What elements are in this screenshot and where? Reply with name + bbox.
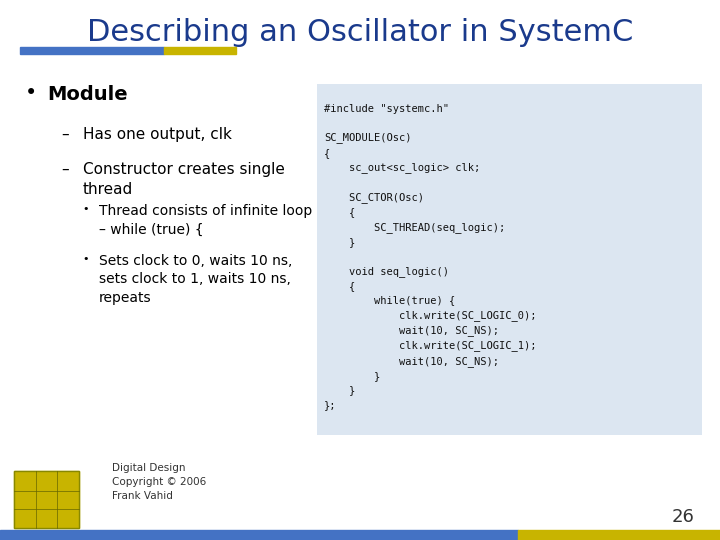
Bar — [164, 47, 236, 54]
Bar — [20, 47, 164, 54]
Text: Has one output, clk: Has one output, clk — [83, 127, 232, 142]
Text: Constructor creates single
thread: Constructor creates single thread — [83, 162, 284, 197]
Text: –: – — [61, 127, 69, 142]
Text: •: • — [25, 83, 37, 103]
Text: Digital Design
Copyright © 2006
Frank Vahid: Digital Design Copyright © 2006 Frank Va… — [112, 463, 206, 501]
Text: Module: Module — [47, 85, 127, 104]
Text: •: • — [83, 204, 89, 214]
FancyBboxPatch shape — [317, 84, 702, 435]
Bar — [14, 471, 79, 528]
Bar — [14, 471, 79, 528]
Text: Thread consists of infinite loop
– while (true) {: Thread consists of infinite loop – while… — [99, 204, 312, 237]
Text: –: – — [61, 162, 69, 177]
Text: #include "systemc.h"

SC_MODULE(Osc)
{
    sc_out<sc_logic> clk;

    SC_CTOR(Os: #include "systemc.h" SC_MODULE(Osc) { sc… — [324, 104, 536, 410]
Text: Sets clock to 0, waits 10 ns,
sets clock to 1, waits 10 ns,
repeats: Sets clock to 0, waits 10 ns, sets clock… — [99, 254, 292, 305]
Bar — [0, 530, 518, 540]
Text: Describing an Oscillator in SystemC: Describing an Oscillator in SystemC — [87, 18, 633, 47]
Text: •: • — [83, 254, 89, 264]
Bar — [518, 530, 720, 540]
Text: 26: 26 — [672, 508, 695, 526]
